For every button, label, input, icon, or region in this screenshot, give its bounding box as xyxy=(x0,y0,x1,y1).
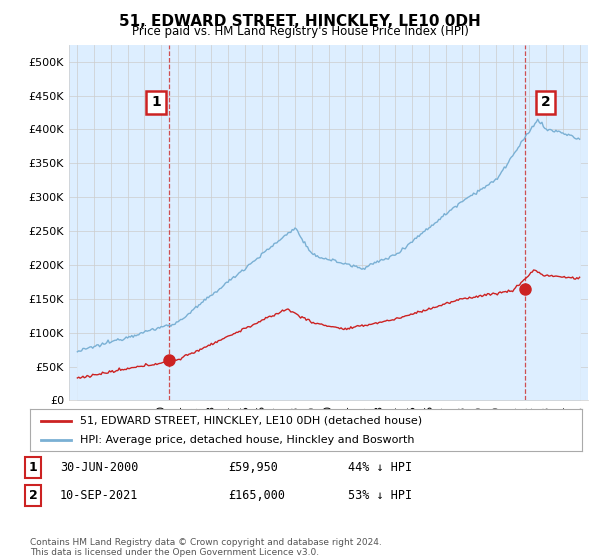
Text: 1: 1 xyxy=(29,461,37,474)
Text: 51, EDWARD STREET, HINCKLEY, LE10 0DH (detached house): 51, EDWARD STREET, HINCKLEY, LE10 0DH (d… xyxy=(80,416,422,426)
Text: 2: 2 xyxy=(29,489,37,502)
Text: 44% ↓ HPI: 44% ↓ HPI xyxy=(348,461,412,474)
Text: £59,950: £59,950 xyxy=(228,461,278,474)
Text: 2: 2 xyxy=(541,95,550,109)
Text: Contains HM Land Registry data © Crown copyright and database right 2024.
This d: Contains HM Land Registry data © Crown c… xyxy=(30,538,382,557)
Text: 53% ↓ HPI: 53% ↓ HPI xyxy=(348,489,412,502)
Text: 1: 1 xyxy=(151,95,161,109)
Text: 30-JUN-2000: 30-JUN-2000 xyxy=(60,461,139,474)
Text: Price paid vs. HM Land Registry's House Price Index (HPI): Price paid vs. HM Land Registry's House … xyxy=(131,25,469,38)
Text: £165,000: £165,000 xyxy=(228,489,285,502)
Text: 51, EDWARD STREET, HINCKLEY, LE10 0DH: 51, EDWARD STREET, HINCKLEY, LE10 0DH xyxy=(119,14,481,29)
Text: HPI: Average price, detached house, Hinckley and Bosworth: HPI: Average price, detached house, Hinc… xyxy=(80,435,414,445)
Text: 10-SEP-2021: 10-SEP-2021 xyxy=(60,489,139,502)
